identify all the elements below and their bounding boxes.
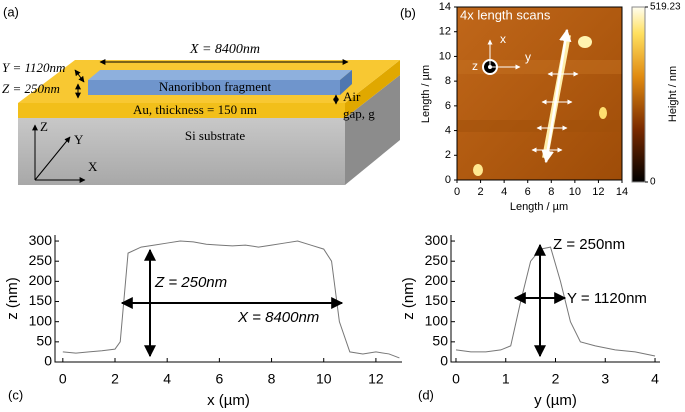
x-tick-label: 14 [616,186,628,198]
substrate-label: Si substrate [185,128,246,143]
x-tick-label: 0 [452,371,460,387]
colorbar-title: Height / nm [667,66,679,122]
panel-label: (d) [418,387,434,402]
width-label: Y = 1120nm [2,60,65,75]
axis-label: Z [40,119,48,134]
gap-label: Air [343,89,361,104]
x-tick-label: 12 [368,371,384,387]
afm-annotation: 4x length scans [460,7,551,22]
colorbar-tick-label: 519.23 [650,2,681,13]
x-tick-label: 1 [502,371,510,387]
y-tick-label: 200 [425,272,449,288]
x-tick-label: 2 [478,186,484,198]
x-tick-label: 4 [501,186,507,198]
y-tick-label: 150 [425,292,449,308]
x-tick-label: 8 [548,186,554,198]
x-tick-label: 0 [454,186,460,198]
gold-front [18,103,345,118]
afm-streak [457,60,622,74]
x-tick-label: 10 [569,186,581,198]
afm-particle [599,107,607,119]
y-tick-label: 4 [445,124,451,136]
substrate-side [345,75,400,185]
panel-label: (a) [3,4,19,19]
scan-arrow [541,28,572,164]
glyph-label: x [500,32,506,46]
ribbon-label: Nanoribbon fragment [159,79,272,94]
y-tick-label: 300 [29,232,53,248]
y-tick-label: 200 [29,272,53,288]
afm-streak [457,120,622,132]
x-tick-label: 4 [163,371,171,387]
y-tick-label: 0 [445,174,451,186]
x-tick-label: 6 [525,186,531,198]
gold-side [345,60,400,118]
afm-frame [456,6,623,181]
x-axis-title: y (µm) [534,392,577,409]
afm-particle [473,164,483,176]
gold-label: Au, thickness = 150 nm [133,102,257,117]
ribbon-front [88,80,340,95]
y-tick-label: 100 [425,312,449,328]
y-tick-label: 50 [36,333,52,349]
y-tick-label: 14 [439,1,451,13]
width-arrow [74,69,85,83]
x-axis-title: Length / µm [510,201,568,213]
axis-label: X [88,159,98,174]
substrate-front [18,118,345,185]
data-line [62,240,400,359]
x-tick-label: 12 [592,186,604,198]
x-tick-label: 10 [316,371,332,387]
x-tick-label: 4 [651,371,659,387]
annotation: Y = 1120nm [567,290,647,307]
annotation: Z = 250nm [553,236,625,253]
afm-panel: x y z 4x length scans Length / µm Length… [420,6,679,213]
y-tick-label: 6 [445,100,451,112]
annotation: X = 8400nm [237,309,319,326]
height-label: Z = 250nm [2,81,60,96]
axis-y [34,136,71,181]
x-tick-label: 6 [215,371,223,387]
y-tick-label: 100 [29,312,53,328]
ribbon-top [88,70,352,80]
y-tick-label: 250 [425,252,449,268]
annotation: Z = 250nm [154,274,227,291]
colorbar [631,6,646,183]
y-tick-label: 2 [445,149,451,161]
y-tick-label: 8 [445,75,451,87]
schematic: Nanoribbon fragment Au, thickness = 150 … [2,42,400,185]
y-tick-label: 50 [432,333,448,349]
afm-particle [578,36,592,48]
afm-image [457,7,622,180]
panel-label: (b) [400,5,416,20]
x-axis-title: x (µm) [207,392,250,409]
length-label: X = 8400nm [189,42,260,57]
x-tick-label: 8 [268,371,276,387]
x-tick-label: 2 [111,371,119,387]
y-tick-label: 0 [440,353,448,369]
gap-label: gap, g [343,106,375,121]
x-tick-label: 0 [59,371,67,387]
y-tick-label: 10 [439,50,451,62]
glyph-label: y [525,50,531,64]
y-tick-label: 0 [44,353,52,369]
x-tick-label: 2 [552,371,560,387]
x-tick-label: 3 [601,371,609,387]
ribbon-side [340,70,352,95]
y-tick-label: 300 [425,232,449,248]
y-tick-label: 250 [29,252,53,268]
y-tick-label: 150 [29,292,53,308]
colorbar-tick-label: 0 [650,177,656,188]
y-axis-title: z (nm) [4,277,21,320]
y-tick-label: 12 [439,26,451,38]
panel-label: (c) [8,387,23,402]
y-axis-title: z (nm) [400,277,417,320]
glyph-label: z [472,59,478,73]
axis-label: Y [74,132,84,147]
y-axis-title: Length / µm [420,65,432,123]
axis-frame [54,235,402,363]
